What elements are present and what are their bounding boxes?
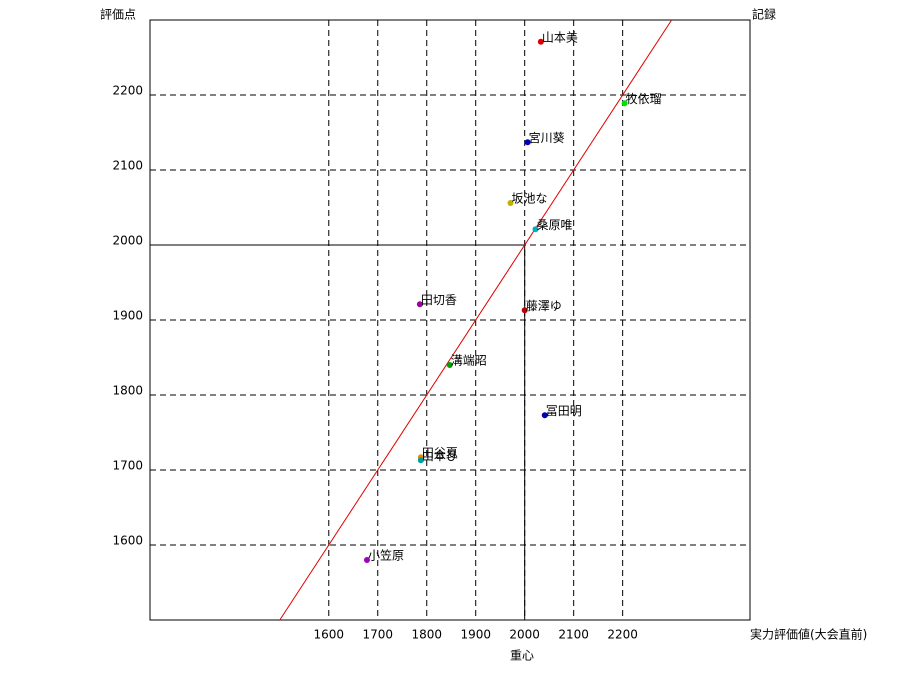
center-label: 重心 <box>510 649 534 663</box>
point <box>532 226 539 233</box>
point-label: 田谷夏 <box>422 446 458 460</box>
x-tick-label: 2100 <box>558 628 589 642</box>
point <box>363 557 370 563</box>
point-label: 藤澤ゆ <box>526 299 562 313</box>
point <box>537 38 544 45</box>
y-tick-label: 1800 <box>112 384 143 398</box>
point-label: 田切香 <box>421 293 457 307</box>
point-label: 桑原唯 <box>536 218 572 232</box>
y-tick-label: 1600 <box>112 534 143 548</box>
point-label: 宮川葵 <box>529 130 565 145</box>
x-tick-label: 2000 <box>509 628 540 642</box>
y-tick-label: 2100 <box>112 159 143 173</box>
x-tick-label: 1700 <box>362 628 393 642</box>
point <box>621 100 628 107</box>
x-tick-label: 1900 <box>460 628 491 642</box>
y-axis-label: 評価点 <box>100 7 136 22</box>
point <box>446 362 453 368</box>
point <box>524 139 531 146</box>
x-tick-label: 2200 <box>607 628 638 642</box>
point-label: 溝端昭 <box>451 354 487 368</box>
y-tick-label: 1900 <box>112 309 143 323</box>
x-tick-label: 1800 <box>411 628 442 642</box>
y-tick-label: 2200 <box>112 84 143 98</box>
point-label: 冨田明 <box>546 404 582 418</box>
y-tick-label: 1700 <box>112 459 143 473</box>
point-label: 山本ひ <box>422 449 458 463</box>
point <box>507 200 514 206</box>
x-tick-label: 1600 <box>314 628 345 642</box>
x-axis-label: 実力評価値(大会直前) <box>750 627 867 642</box>
point-label: 牧依瑠 <box>626 91 662 106</box>
point-label: 山本美 <box>542 30 578 44</box>
point <box>541 412 548 419</box>
y2-axis-label: 記録 <box>752 7 776 22</box>
point-label: 小笠原 <box>368 548 404 563</box>
point <box>417 457 424 464</box>
point <box>416 301 423 308</box>
point <box>521 307 528 314</box>
y-tick-label: 2000 <box>112 234 143 248</box>
point-label: 坂池な <box>511 192 547 206</box>
diagonal-line <box>279 19 673 621</box>
